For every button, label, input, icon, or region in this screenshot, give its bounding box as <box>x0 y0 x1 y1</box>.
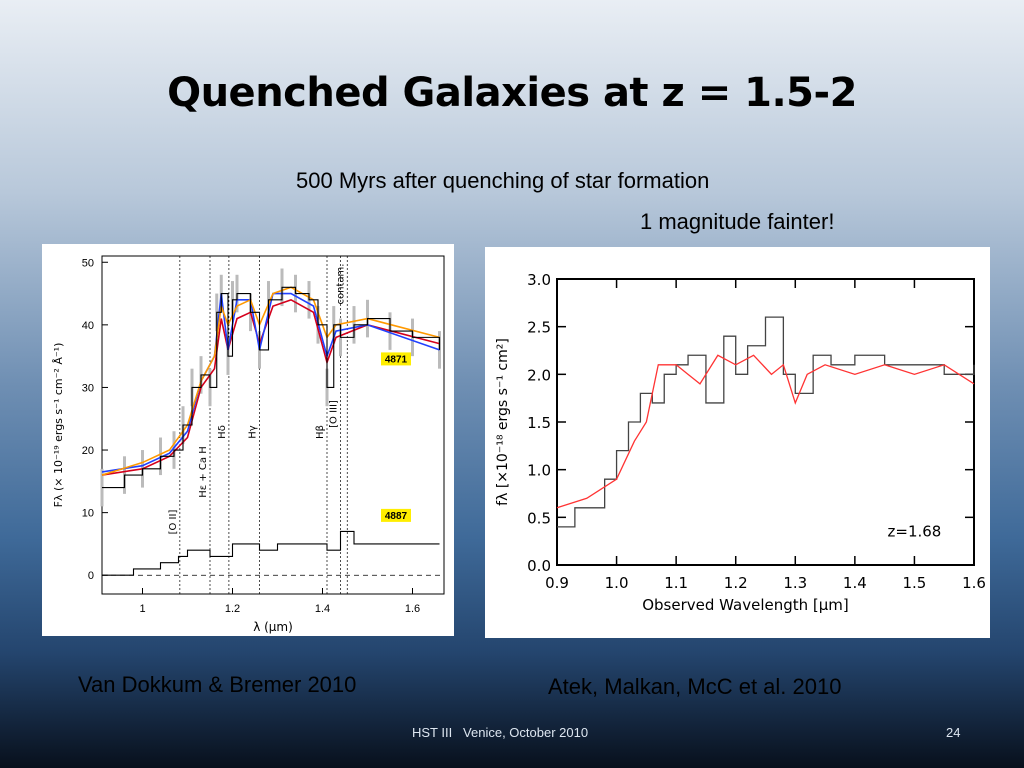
y-tick-label: 20 <box>82 445 94 457</box>
x-tick-label: 1.1 <box>664 574 688 592</box>
redshift-annotation: z=1.68 <box>888 522 942 540</box>
y-axis-label: fλ [×10⁻¹⁸ ergs s⁻¹ cm²] <box>495 338 511 506</box>
slide-subtitle: 500 Myrs after quenching of star formati… <box>296 168 710 193</box>
x-tick-label: 1.3 <box>783 574 807 592</box>
x-tick-label: 1.6 <box>405 603 420 615</box>
model-curve <box>101 298 440 476</box>
y-axis-label: Fλ (× 10⁻¹⁹ ergs s⁻¹ cm⁻² Å⁻¹) <box>52 343 65 508</box>
spectrum-line <box>102 286 441 489</box>
x-tick-label: 0.9 <box>545 574 569 592</box>
id-label: 4887 <box>385 511 408 522</box>
right-caption: Atek, Malkan, McC et al. 2010 <box>548 674 842 699</box>
x-tick-label: 1 <box>139 603 145 615</box>
feature-label: [O II] <box>168 510 179 535</box>
footer-text: HST III Venice, October 2010 <box>412 725 589 740</box>
model-curve <box>101 292 440 473</box>
y-tick-label: 0.0 <box>527 557 551 575</box>
y-tick-label: 30 <box>82 382 94 394</box>
y-tick-label: 10 <box>82 508 94 520</box>
x-axis-label: Observed Wavelength [μm] <box>642 596 849 614</box>
left-chart-panel: 0 10 20 30 40 50 1 1.2 1.4 1.6 λ (μm) Fλ (× 10⁻¹⁹ e… <box>42 244 454 636</box>
y-tick-label: 1.5 <box>527 414 551 432</box>
id-box <box>381 508 411 522</box>
spectrum-line <box>557 316 975 528</box>
x-tick-label: 1.0 <box>605 574 629 592</box>
left-caption: Van Dokkum & Bremer 2010 <box>78 672 357 697</box>
right-chart-panel: 0.0 0.5 1.0 1.5 2.0 2.5 3.0 0.9 1.0 1.1 1.2 1.3 1.4 1… <box>485 247 990 638</box>
plot-frame <box>101 255 445 595</box>
y-tick-label: 0 <box>88 570 94 582</box>
y-tick-label: 1.0 <box>527 462 551 480</box>
slide-note: 1 magnitude fainter! <box>640 209 835 234</box>
feature-label: [O III] <box>329 400 340 428</box>
feature-label: Hγ <box>248 425 259 439</box>
feature-label: Hε + Ca H <box>198 446 209 497</box>
y-tick-label: 3.0 <box>527 271 551 289</box>
x-tick-label: 1.4 <box>315 603 330 615</box>
left-spectrum-chart: 0 10 20 30 40 50 1 1.2 1.4 1.6 λ (μm) Fλ (× 10⁻¹⁹ e… <box>52 255 445 634</box>
x-tick-label: 1.6 <box>962 574 986 592</box>
feature-label: Hβ <box>315 425 326 439</box>
y-tick-label: 0.5 <box>527 509 551 527</box>
right-spectrum-chart: 0.0 0.5 1.0 1.5 2.0 2.5 3.0 0.9 1.0 1.1 1.2 1.3 1.4 1… <box>495 271 986 614</box>
x-tick-label: 1.4 <box>843 574 867 592</box>
feature-label: contam. <box>335 264 346 305</box>
page-number: 24 <box>946 725 961 740</box>
id-box <box>381 352 411 366</box>
spectrum-line <box>102 530 440 576</box>
spectrum-line <box>556 354 975 509</box>
y-tick-label: 2.0 <box>527 366 551 384</box>
x-tick-label: 1.2 <box>225 603 240 615</box>
model-curve <box>101 286 440 476</box>
y-tick-label: 40 <box>82 320 94 332</box>
x-tick-label: 1.5 <box>902 574 926 592</box>
y-tick-label: 2.5 <box>527 319 551 337</box>
slide-title: Quenched Galaxies at z = 1.5-2 <box>167 70 857 116</box>
feature-label: Hδ <box>217 425 228 439</box>
id-label: 4871 <box>385 354 408 365</box>
y-tick-label: 50 <box>82 257 94 269</box>
x-axis-label: λ (μm) <box>253 620 293 634</box>
x-tick-label: 1.2 <box>724 574 748 592</box>
